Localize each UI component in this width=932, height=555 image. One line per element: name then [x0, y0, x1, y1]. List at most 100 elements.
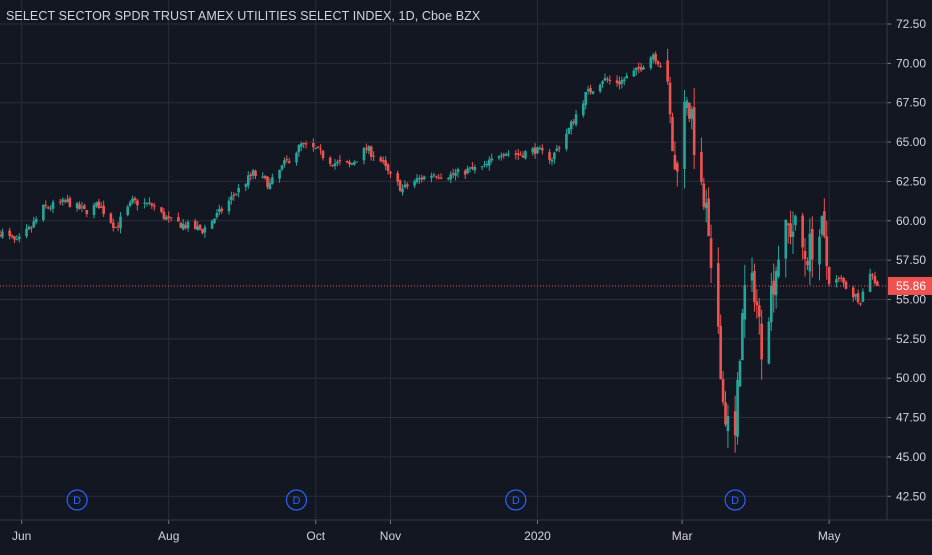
candle-body	[198, 224, 202, 230]
y-tick-label: 57.50	[896, 253, 926, 267]
candle-body	[709, 238, 713, 268]
candle-body	[99, 206, 103, 208]
dividend-marker-label: D	[73, 495, 81, 507]
candle-body	[676, 163, 679, 172]
candle-body	[639, 66, 643, 71]
candle-body	[51, 202, 55, 209]
candle-body	[637, 66, 641, 69]
candle-body	[287, 161, 291, 163]
candle-body	[463, 170, 467, 175]
candle-body	[295, 152, 298, 163]
candle-body	[32, 221, 36, 228]
candle-body	[128, 202, 132, 207]
candle-body	[15, 239, 19, 241]
candle-body	[63, 200, 67, 202]
x-tick-label: Aug	[158, 529, 179, 543]
candle-body	[230, 196, 233, 201]
candle-body	[283, 160, 286, 165]
candle-body	[733, 411, 737, 436]
candle-body	[835, 279, 838, 283]
candle-body	[480, 166, 484, 168]
candle-body	[365, 148, 368, 150]
candle-body	[500, 155, 503, 157]
chart-title: SELECT SECTOR SPDR TRUST AMEX UTILITIES …	[6, 9, 481, 23]
candle-body	[659, 66, 662, 68]
candle-body	[66, 199, 69, 203]
candle-body	[213, 218, 216, 223]
candle-body	[280, 165, 284, 170]
candle-body	[572, 121, 575, 123]
candle-body	[618, 81, 621, 85]
candle-body	[75, 202, 79, 209]
y-tick-label: 70.00	[896, 56, 926, 70]
candle-body	[319, 148, 322, 150]
candle-body	[338, 160, 342, 162]
candle-body	[757, 305, 761, 317]
candle-body	[381, 160, 385, 162]
candle-body	[97, 201, 101, 209]
candle-body	[177, 217, 180, 222]
candle-body	[345, 161, 349, 163]
candle-body	[820, 216, 824, 235]
candle-body	[254, 170, 257, 177]
candle-body	[148, 202, 151, 204]
dividend-marker	[285, 489, 308, 511]
candle-body	[42, 204, 45, 221]
candle-body	[165, 217, 168, 220]
candle-body	[27, 226, 31, 230]
candle-body	[126, 206, 130, 215]
candle-body	[386, 164, 390, 172]
dividend-marker-label: D	[731, 495, 739, 507]
candle-body	[497, 156, 501, 158]
y-tick-label: 47.50	[896, 411, 926, 425]
candle-body	[261, 176, 265, 178]
candle-body	[169, 217, 173, 219]
candle-body	[854, 294, 857, 297]
candle-body	[608, 79, 612, 81]
candle-body	[818, 236, 821, 265]
candle-body	[92, 205, 96, 215]
candle-body	[415, 178, 419, 183]
candle-body	[666, 60, 669, 82]
candle-body	[589, 88, 592, 93]
candle-body	[671, 116, 674, 152]
candle-body	[203, 227, 207, 233]
candle-body	[136, 200, 139, 206]
candle-body	[413, 181, 416, 186]
candle-body	[548, 152, 551, 161]
candle-body	[519, 154, 522, 156]
dividend-marker	[505, 489, 527, 511]
candle-body	[68, 198, 72, 207]
candle-body	[876, 281, 879, 286]
candle-body	[406, 184, 409, 187]
candle-body	[0, 234, 2, 237]
candle-body	[567, 128, 571, 134]
candle-body	[369, 146, 373, 157]
candle-body	[753, 271, 756, 302]
candle-body	[456, 169, 460, 173]
candle-body	[210, 221, 214, 229]
candle-body	[789, 223, 792, 238]
candle-body	[871, 274, 874, 276]
candle-body	[688, 102, 691, 119]
candle-body	[278, 169, 281, 179]
candle-body	[312, 142, 315, 148]
candle-body	[179, 222, 183, 228]
candle-body	[355, 161, 359, 163]
candle-body	[569, 121, 573, 130]
candle-body	[227, 200, 231, 212]
candle-body	[186, 221, 190, 229]
candle-body	[196, 226, 199, 231]
candle-body	[447, 178, 450, 180]
candle-body	[555, 148, 559, 151]
candle-body	[591, 91, 595, 95]
candle-body	[353, 162, 356, 165]
y-tick-label: 60.00	[896, 214, 926, 228]
candle-body	[237, 187, 240, 193]
candle-body	[635, 67, 638, 71]
candle-body	[524, 151, 527, 159]
candle-body	[601, 81, 604, 85]
candle-body	[302, 143, 306, 145]
